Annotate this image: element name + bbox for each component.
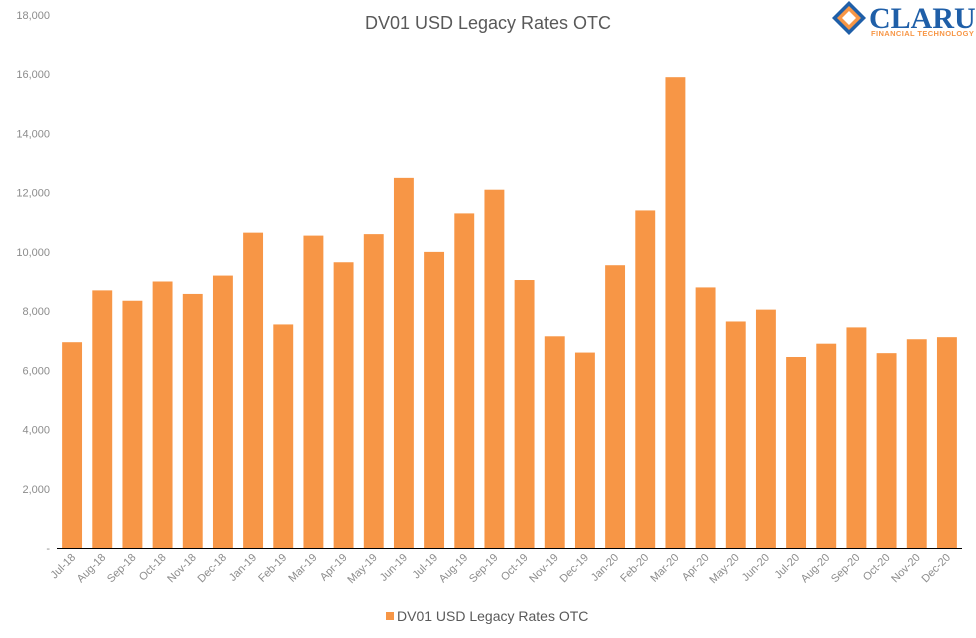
x-tick-label: Dec-18 xyxy=(195,552,229,586)
bar xyxy=(906,339,927,548)
x-tick-label: Aug-20 xyxy=(799,552,833,586)
bars xyxy=(62,77,957,548)
x-tick-label: Aug-19 xyxy=(437,552,471,586)
bar xyxy=(725,321,746,548)
x-tick-label: Nov-19 xyxy=(527,552,561,586)
bar xyxy=(454,213,475,548)
y-tick-label: 8,000 xyxy=(22,306,50,318)
bar xyxy=(605,265,626,548)
bar xyxy=(243,232,264,548)
x-tick-label: Mar-20 xyxy=(648,552,681,585)
legend-swatch xyxy=(386,612,394,620)
x-tick-label: Nov-20 xyxy=(889,552,923,586)
x-tick-label: Feb-20 xyxy=(618,552,651,585)
x-tick-label: Aug-18 xyxy=(75,552,109,586)
clarus-logo: CLARUS FINANCIAL TECHNOLOGY xyxy=(832,1,976,38)
bar xyxy=(303,235,324,548)
bar xyxy=(273,324,294,548)
x-tick-label: May-20 xyxy=(707,552,741,586)
bar xyxy=(695,287,716,548)
legend-label: DV01 USD Legacy Rates OTC xyxy=(397,608,588,624)
bar xyxy=(212,275,233,548)
x-tick-label: Oct-20 xyxy=(861,552,893,584)
x-tick-label: Mar-19 xyxy=(286,552,319,585)
x-tick-label: Oct-19 xyxy=(499,552,531,584)
x-tick-label: Oct-18 xyxy=(137,552,169,584)
bar xyxy=(393,177,414,548)
bar xyxy=(92,290,113,548)
x-tick-label: Apr-20 xyxy=(680,552,712,584)
x-tick-label: Sep-19 xyxy=(467,552,501,586)
bar xyxy=(424,251,445,548)
bar xyxy=(514,280,535,548)
bar xyxy=(786,357,807,548)
y-tick-label: 6,000 xyxy=(22,365,50,377)
x-tick-label: Sep-20 xyxy=(829,552,863,586)
bar xyxy=(484,189,505,548)
y-tick-label: 18,000 xyxy=(16,10,50,22)
y-tick-label: 10,000 xyxy=(16,247,50,259)
bar xyxy=(936,337,957,548)
bar xyxy=(816,343,837,548)
x-tick-label: Jun-19 xyxy=(378,552,410,584)
logo-name: CLARUS xyxy=(869,2,976,35)
bar xyxy=(182,293,203,548)
bar xyxy=(665,77,686,548)
x-axis-ticks: Jul-18Aug-18Sep-18Oct-18Nov-18Dec-18Jan-… xyxy=(49,552,954,586)
x-tick-label: Jun-20 xyxy=(740,552,772,584)
x-tick-label: Jan-19 xyxy=(227,552,259,584)
bar xyxy=(544,336,565,548)
y-tick-label: 14,000 xyxy=(16,128,50,140)
bar xyxy=(62,342,83,548)
bar xyxy=(574,352,595,548)
x-tick-label: Dec-19 xyxy=(557,552,591,586)
x-tick-label: Apr-19 xyxy=(318,552,350,584)
clarus-diamond-icon xyxy=(832,1,866,35)
bar xyxy=(333,262,354,548)
y-tick-label: 16,000 xyxy=(16,69,50,81)
x-tick-label: Feb-19 xyxy=(256,552,289,585)
logo-tagline: FINANCIAL TECHNOLOGY xyxy=(871,29,974,38)
x-tick-label: Jan-20 xyxy=(589,552,621,584)
chart-title: DV01 USD Legacy Rates OTC xyxy=(365,13,611,33)
bar xyxy=(846,327,867,548)
x-tick-label: May-19 xyxy=(345,552,379,586)
y-tick-label: - xyxy=(46,543,50,555)
bar xyxy=(122,300,143,548)
bar xyxy=(152,281,173,548)
y-tick-label: 4,000 xyxy=(22,425,50,437)
y-axis-ticks: - 2,000 4,000 6,000 8,000 10,000 12,000 14,000 1… xyxy=(16,10,50,555)
x-tick-label: Nov-18 xyxy=(165,552,199,586)
y-tick-label: 12,000 xyxy=(16,188,50,200)
legend: DV01 USD Legacy Rates OTC xyxy=(386,608,588,624)
bar xyxy=(876,353,897,548)
x-tick-label: Dec-20 xyxy=(919,552,953,586)
bar xyxy=(755,309,776,548)
bar xyxy=(363,234,384,548)
x-tick-label: Sep-18 xyxy=(105,552,139,586)
bar xyxy=(635,210,656,548)
y-tick-label: 2,000 xyxy=(22,484,50,496)
